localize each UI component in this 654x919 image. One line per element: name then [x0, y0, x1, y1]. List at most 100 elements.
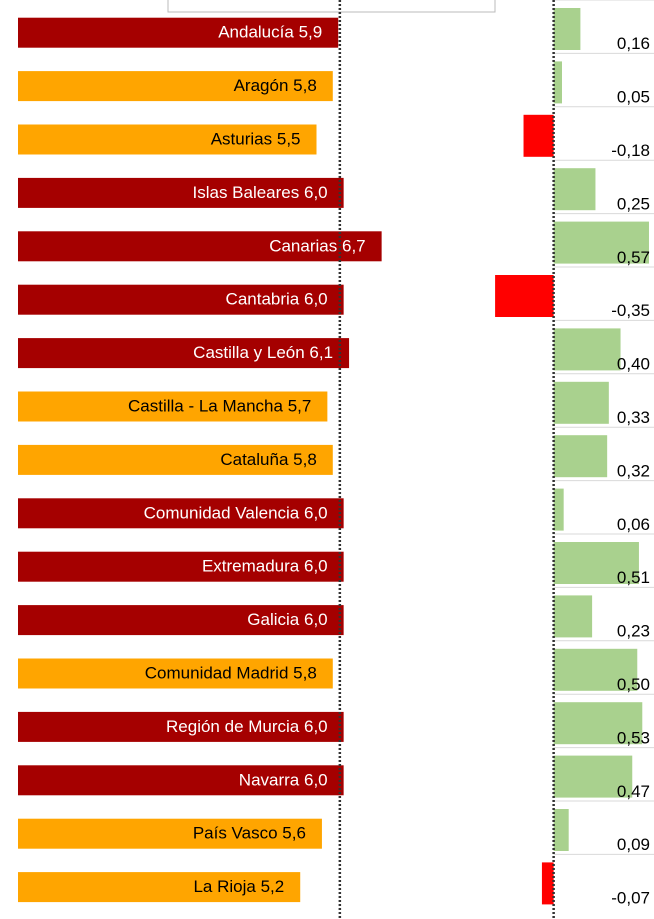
bar [18, 391, 328, 422]
bar-label: Comunidad Valencia 6,0 [144, 504, 328, 523]
value-label: 6,0 [304, 183, 328, 202]
value-label: 0,16 [617, 34, 650, 53]
bar-label: Extremadura 6,0 [202, 557, 328, 576]
bar [18, 765, 344, 796]
bar-label: Aragón 5,8 [234, 77, 317, 96]
value-label: 5,6 [282, 824, 306, 843]
value-label: 5,9 [299, 23, 323, 42]
category-label: Aragón [234, 77, 289, 96]
bar [553, 61, 562, 104]
bar-label: Canarias 6,7 [269, 237, 365, 256]
value-label: 6,0 [304, 504, 328, 523]
value-label: 6,7 [342, 237, 366, 256]
category-label: Comunidad Valencia [144, 504, 300, 523]
bar [18, 818, 322, 849]
bar-label: País Vasco 5,6 [193, 824, 306, 843]
category-label: Canarias [269, 237, 337, 256]
bar-label: La Rioja 5,2 [193, 878, 284, 897]
bar [553, 328, 621, 371]
bar [553, 8, 581, 50]
bar [553, 435, 608, 478]
value-label: 5,8 [293, 77, 317, 96]
bar-label: Castilla - La Mancha 5,7 [128, 397, 311, 416]
legend-box [167, 0, 496, 13]
value-label: 0,06 [617, 515, 650, 534]
bar [523, 114, 554, 157]
bar [18, 444, 333, 475]
value-label: 6,1 [309, 344, 333, 363]
value-label: 6,0 [304, 290, 328, 309]
category-label: Galicia [247, 611, 300, 630]
value-label: 5,8 [293, 664, 317, 683]
category-label: Cataluña [220, 450, 289, 469]
category-label: Asturias [211, 130, 272, 149]
value-label: 0,33 [617, 408, 650, 427]
value-label: 6,0 [304, 771, 328, 790]
bar-label: Andalucía 5,9 [218, 23, 322, 42]
category-label: Andalucía [218, 23, 294, 42]
category-label: Castilla y León [193, 344, 305, 363]
category-label: La Rioja [193, 878, 256, 897]
bar [553, 702, 643, 745]
bar-label: Cataluña 5,8 [220, 450, 316, 469]
value-label: 0,32 [617, 461, 650, 480]
bar-label: Islas Baleares 6,0 [192, 183, 327, 202]
bar [18, 124, 317, 155]
value-label: 6,0 [304, 557, 328, 576]
value-label: 6,0 [304, 611, 328, 630]
category-label: Comunidad Madrid [145, 664, 289, 683]
value-label: -0,18 [611, 141, 650, 160]
bar-label: Navarra 6,0 [239, 771, 328, 790]
bar [18, 284, 344, 315]
category-label: País Vasco [193, 824, 278, 843]
value-label: 0,53 [617, 728, 650, 747]
bar [553, 755, 633, 798]
bar [553, 488, 564, 531]
bar [18, 17, 339, 48]
value-label: 0,40 [617, 355, 650, 374]
bar-label: Asturias 5,5 [211, 130, 301, 149]
value-label: 6,0 [304, 717, 328, 736]
bar [553, 648, 638, 691]
bar [553, 809, 569, 851]
bar-label: Cantabria 6,0 [226, 290, 328, 309]
value-label: 5,2 [261, 878, 285, 897]
bar [18, 498, 344, 529]
bar [18, 551, 344, 582]
bar [18, 177, 344, 208]
bar-label: Galicia 6,0 [247, 611, 327, 630]
value-label: 0,50 [617, 675, 650, 694]
bar [553, 221, 649, 264]
bar [18, 71, 333, 102]
value-label: 0,05 [617, 88, 650, 107]
value-label: 5,7 [288, 397, 312, 416]
category-label: Cantabria [226, 290, 300, 309]
value-label: -0,35 [611, 301, 650, 320]
bar-label: Castilla y León 6,1 [193, 344, 333, 363]
value-label: 0,09 [617, 835, 650, 854]
value-label: 0,47 [617, 782, 650, 801]
value-label: 5,5 [277, 130, 301, 149]
category-label: Región de Murcia [166, 717, 300, 736]
bar [553, 381, 609, 424]
category-label: Extremadura [202, 557, 300, 576]
bar [553, 168, 596, 211]
bar [495, 275, 554, 317]
category-label: Islas Baleares [192, 183, 299, 202]
bar [553, 542, 639, 584]
category-label: Castilla - La Mancha [128, 397, 284, 416]
category-label: Navarra [239, 771, 300, 790]
value-label: 0,23 [617, 622, 650, 641]
bar [18, 711, 344, 742]
bar [18, 658, 333, 689]
bar [18, 605, 344, 636]
bar [18, 231, 382, 262]
value-label: 5,8 [293, 450, 317, 469]
value-label: -0,07 [611, 889, 650, 908]
value-label: 0,25 [617, 194, 650, 213]
bar [541, 862, 554, 905]
bar-label: Comunidad Madrid 5,8 [145, 664, 317, 683]
value-label: 0,57 [617, 248, 650, 267]
bar-label: Región de Murcia 6,0 [166, 717, 328, 736]
